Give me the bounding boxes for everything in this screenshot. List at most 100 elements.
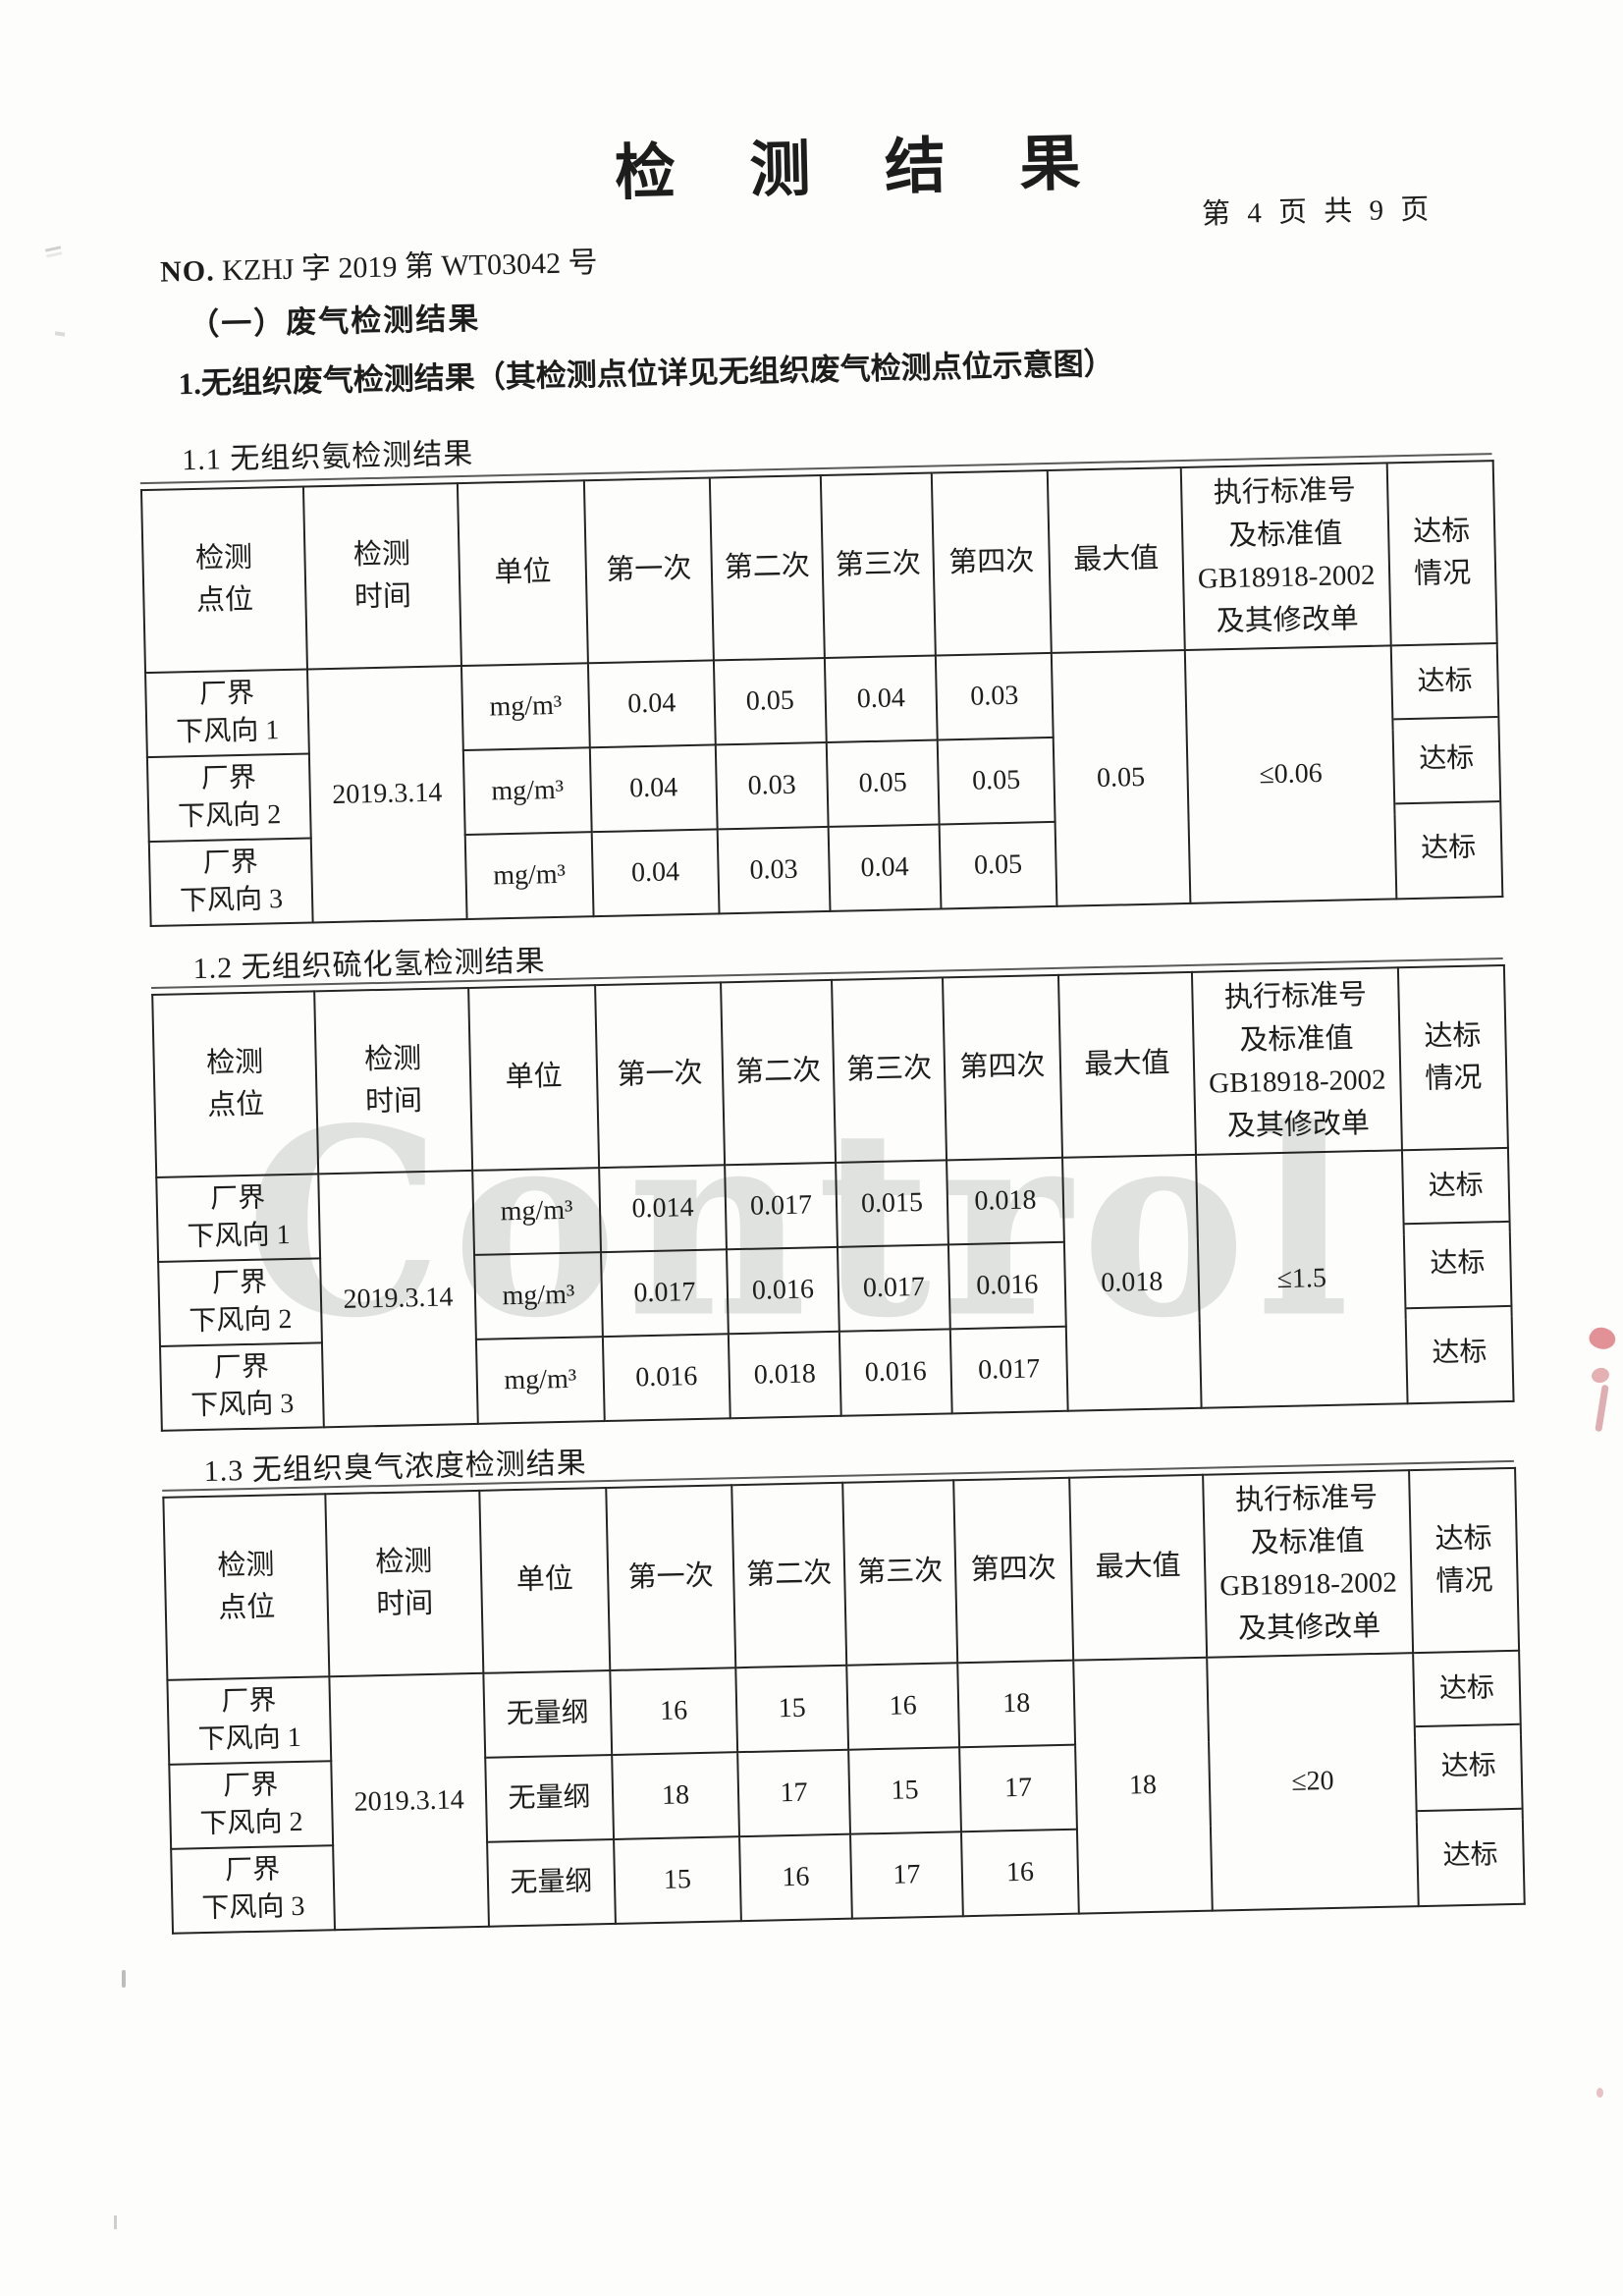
status-cell: 达标 bbox=[1393, 716, 1500, 805]
status-cell: 达标 bbox=[1415, 1723, 1522, 1813]
standard-cell: ≤20 bbox=[1207, 1653, 1419, 1911]
value-cell: 16 bbox=[960, 1829, 1079, 1917]
point-cell: 厂界 下风向 2 bbox=[146, 753, 311, 843]
point-cell: 厂界 下风向 2 bbox=[169, 1761, 334, 1849]
header-point: 检测 点位 bbox=[163, 1494, 330, 1680]
value-cell: 0.03 bbox=[717, 826, 831, 914]
point-cell: 厂界 下风向 3 bbox=[148, 838, 313, 927]
status-cell: 达标 bbox=[1404, 1221, 1511, 1310]
header-unit: 单位 bbox=[479, 1488, 611, 1673]
value-cell: 0.018 bbox=[947, 1157, 1064, 1245]
table-header-row: 检测 点位 检测 时间 单位 第一次 第二次 第三次 第四次 最大值 执行标准号… bbox=[163, 1467, 1520, 1680]
point-cell: 厂界 下风向 1 bbox=[145, 669, 309, 758]
value-cell: 15 bbox=[614, 1836, 741, 1924]
value-cell: 16 bbox=[739, 1833, 852, 1922]
header-run4: 第四次 bbox=[943, 974, 1063, 1161]
value-cell: 0.018 bbox=[728, 1331, 841, 1419]
table-header-row: 检测 点位 检测 时间 单位 第一次 第二次 第三次 第四次 最大值 执行标准号… bbox=[152, 964, 1508, 1177]
table-ammonia: 检测 点位 检测 时间 单位 第一次 第二次 第三次 第四次 最大值 执行标准号… bbox=[139, 453, 1503, 928]
value-cell: 18 bbox=[612, 1752, 740, 1839]
unit-cell: mg/m³ bbox=[475, 1337, 605, 1424]
unit-cell: 无量纲 bbox=[487, 1838, 616, 1927]
table-hydrogen-sulfide: 检测 点位 检测 时间 单位 第一次 第二次 第三次 第四次 最大值 执行标准号… bbox=[151, 957, 1514, 1432]
header-run2: 第二次 bbox=[709, 475, 825, 661]
header-standard: 执行标准号 及标准值 GB18918-2002 及其修改单 bbox=[1191, 967, 1402, 1155]
header-run1: 第一次 bbox=[606, 1485, 736, 1671]
unit-cell: mg/m³ bbox=[472, 1168, 602, 1255]
header-max: 最大值 bbox=[1047, 467, 1185, 653]
unit-cell: mg/m³ bbox=[464, 832, 594, 920]
status-cell: 达标 bbox=[1414, 1651, 1520, 1728]
status-cell: 达标 bbox=[1432, 1337, 1488, 1370]
value-cell: 0.016 bbox=[602, 1334, 730, 1422]
value-cell: 0.04 bbox=[589, 744, 718, 833]
value-cell: 0.05 bbox=[937, 737, 1055, 825]
scan-artifact bbox=[114, 2215, 117, 2229]
max-cell: 0.05 bbox=[1051, 649, 1191, 906]
value-cell: 0.014 bbox=[599, 1165, 727, 1253]
header-run3: 第三次 bbox=[832, 977, 947, 1163]
date-cell: 2019.3.14 bbox=[329, 1672, 489, 1931]
doc-number-text: KZHJ 字 2019 第 WT03042 号 bbox=[221, 246, 598, 288]
value-cell: 16 bbox=[610, 1667, 738, 1755]
header-max: 最大值 bbox=[1057, 971, 1196, 1158]
header-point: 检测 点位 bbox=[152, 991, 319, 1177]
point-cell: 厂界 下风向 2 bbox=[158, 1258, 322, 1346]
value-cell: 0.04 bbox=[828, 824, 942, 911]
header-point: 检测 点位 bbox=[140, 486, 307, 674]
value-cell: 15 bbox=[735, 1665, 849, 1753]
unit-cell: 无量纲 bbox=[485, 1754, 615, 1842]
header-run4: 第四次 bbox=[931, 469, 1052, 656]
scan-artifact bbox=[122, 1970, 126, 1988]
value-cell: 0.03 bbox=[715, 741, 829, 830]
value-cell: 17 bbox=[850, 1831, 963, 1919]
header-run2: 第二次 bbox=[721, 979, 837, 1166]
value-cell: 15 bbox=[848, 1747, 961, 1834]
header-max: 最大值 bbox=[1069, 1474, 1208, 1661]
unit-cell: mg/m³ bbox=[474, 1252, 603, 1339]
value-cell: 0.05 bbox=[939, 821, 1057, 909]
point-cell: 厂界 下风向 1 bbox=[156, 1174, 321, 1262]
date-cell: 2019.3.14 bbox=[318, 1170, 478, 1428]
value-cell: 0.04 bbox=[587, 660, 716, 748]
header-unit: 单位 bbox=[457, 480, 588, 667]
table-1-caption: 1.1 无组织氨检测结果 bbox=[181, 437, 474, 477]
header-standard: 执行标准号 及标准值 GB18918-2002 及其修改单 bbox=[1203, 1470, 1414, 1658]
status-cell: 达标 bbox=[1391, 644, 1498, 721]
doc-number-prefix: NO. bbox=[159, 254, 215, 289]
point-cell: 厂界 下风向 3 bbox=[160, 1342, 324, 1431]
standard-cell: ≤0.06 bbox=[1184, 645, 1397, 903]
header-time: 检测 时间 bbox=[325, 1490, 484, 1677]
header-status: 达标 情况 bbox=[1409, 1467, 1520, 1654]
max-cell: 18 bbox=[1073, 1657, 1213, 1914]
table-header-row: 检测 点位 检测 时间 单位 第一次 第二次 第三次 第四次 最大值 执行标准号… bbox=[140, 461, 1497, 674]
value-cell: 17 bbox=[737, 1749, 851, 1837]
header-run1: 第一次 bbox=[583, 477, 714, 664]
header-run3: 第三次 bbox=[842, 1480, 958, 1666]
unit-cell: 无量纲 bbox=[483, 1670, 613, 1758]
header-standard: 执行标准号 及标准值 GB18918-2002 及其修改单 bbox=[1180, 463, 1391, 650]
value-cell: 16 bbox=[846, 1663, 960, 1750]
status-column: 达标 达标 达标 bbox=[1390, 643, 1503, 900]
doc-number: NO. KZHJ 字 2019 第 WT03042 号 bbox=[160, 238, 598, 291]
status-column: 达标 达标 达标 bbox=[1413, 1650, 1525, 1907]
value-cell: 0.015 bbox=[836, 1160, 948, 1247]
value-cell: 0.017 bbox=[725, 1162, 838, 1250]
value-cell: 17 bbox=[959, 1744, 1077, 1832]
value-cell: 0.017 bbox=[837, 1244, 950, 1332]
max-cell: 0.018 bbox=[1062, 1154, 1202, 1411]
value-cell: 18 bbox=[957, 1660, 1076, 1748]
control-watermark-bottom-edge: Control bbox=[869, 2278, 1505, 2296]
header-time: 检测 时间 bbox=[314, 987, 473, 1175]
red-stamp-speck bbox=[1596, 2088, 1603, 2098]
header-status: 达标 情况 bbox=[1386, 461, 1497, 646]
value-cell: 0.017 bbox=[601, 1249, 729, 1338]
value-cell: 0.05 bbox=[713, 657, 827, 745]
unit-cell: mg/m³ bbox=[462, 747, 592, 836]
header-time: 检测 时间 bbox=[302, 483, 461, 670]
value-cell: 0.016 bbox=[947, 1241, 1066, 1330]
status-cell: 达标 bbox=[1420, 832, 1477, 865]
section-heading: （一）废气检测结果 bbox=[188, 301, 481, 343]
